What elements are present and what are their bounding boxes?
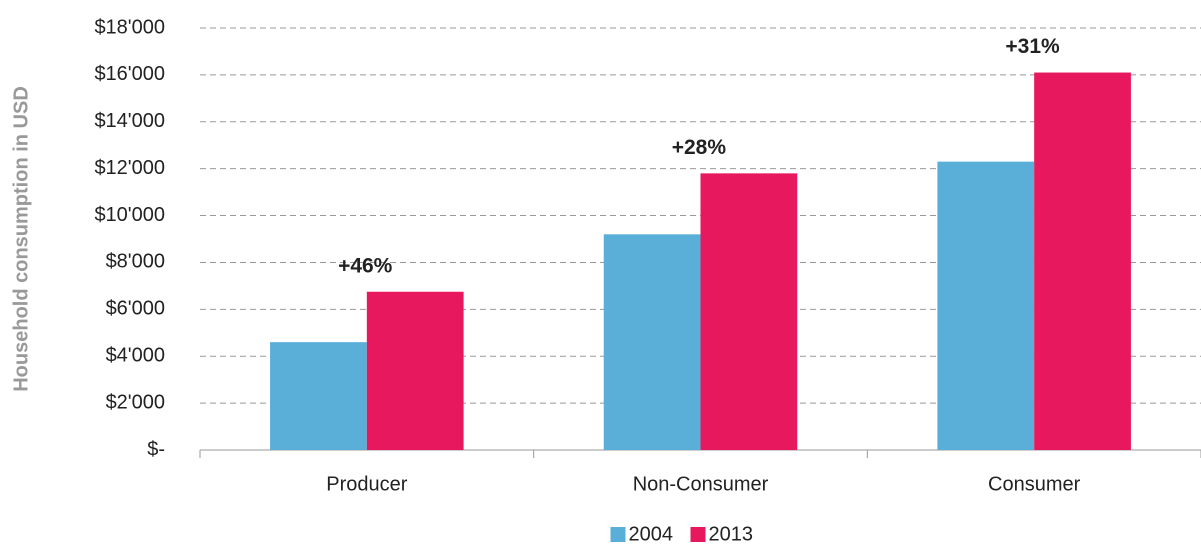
y-tick-label: $16'000 (94, 63, 165, 85)
legend-label: 2004 (629, 523, 674, 544)
y-tick-label: $6'000 (106, 298, 165, 320)
y-tick-label: $8'000 (106, 251, 165, 273)
y-tick-label: $2'000 (106, 391, 165, 413)
legend-label: 2013 (709, 523, 754, 544)
y-tick-label: $- (147, 438, 165, 460)
bar (937, 161, 1035, 450)
y-tick-label: $12'000 (94, 157, 165, 179)
x-tick-label: Consumer (988, 473, 1081, 495)
bar (1034, 72, 1131, 451)
y-tick-label: $10'000 (94, 204, 165, 226)
annotation: +46% (338, 254, 393, 277)
bar (700, 173, 798, 450)
y-tick-label: $4'000 (106, 345, 165, 367)
bar (270, 342, 367, 450)
y-tick-label: $18'000 (94, 16, 165, 38)
y-tick-label: $14'000 (94, 110, 165, 132)
legend-swatch (690, 527, 706, 542)
y-axis-label: Household consumption in USD (10, 86, 32, 392)
annotation: +31% (1005, 35, 1060, 58)
x-tick-label: Producer (326, 473, 407, 495)
annotation: +28% (672, 136, 727, 159)
x-tick-label: Non-Consumer (633, 473, 769, 495)
bar (366, 291, 464, 450)
bar (603, 234, 701, 450)
legend-swatch (610, 527, 626, 542)
